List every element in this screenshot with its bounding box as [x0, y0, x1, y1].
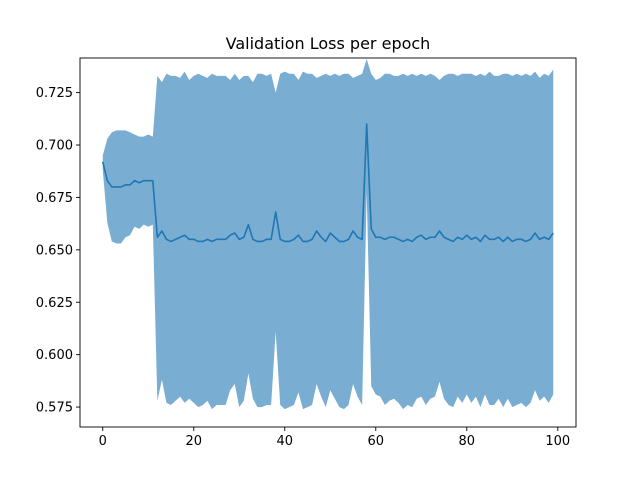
- y-tick-label: 0.700: [36, 139, 73, 154]
- x-tick-label: 40: [276, 434, 293, 449]
- y-tick-label: 0.650: [36, 243, 73, 258]
- chart-title: Validation Loss per epoch: [226, 34, 431, 53]
- y-tick-label: 0.725: [36, 86, 73, 101]
- plot-frame: [79, 57, 577, 428]
- mean-loss-line: [101, 123, 554, 243]
- x-tick-label: 0: [99, 434, 107, 449]
- y-tick-label: 0.575: [36, 401, 73, 416]
- y-tick-label: 0.675: [36, 191, 73, 206]
- confidence-band: [102, 59, 554, 410]
- x-tick-label: 20: [185, 434, 202, 449]
- plot-area: [101, 59, 554, 410]
- axes: 0 20 40 60 80 100 0.575 0.600 0.625 0.650 0.675 0.7…: [36, 57, 577, 449]
- x-tick-label: 60: [368, 434, 385, 449]
- y-tick-label: 0.600: [36, 348, 73, 363]
- x-tick-label: 100: [545, 434, 570, 449]
- y-tick-label: 0.625: [36, 296, 73, 311]
- x-tick-label: 80: [459, 434, 476, 449]
